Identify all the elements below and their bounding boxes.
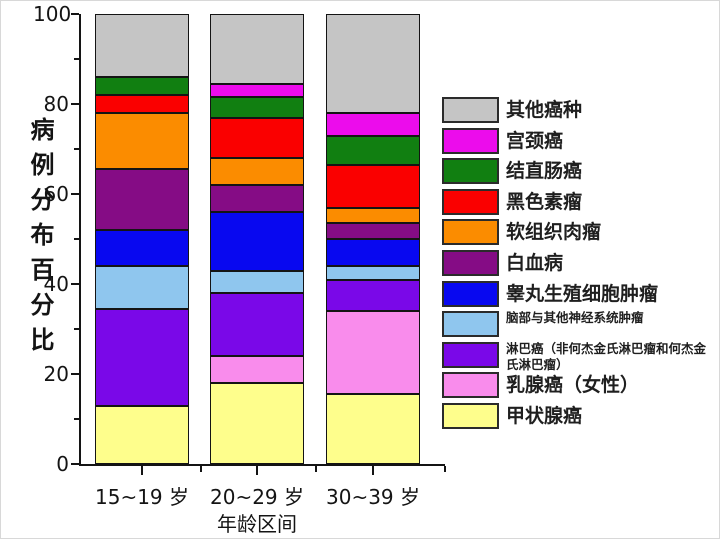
bar-1 bbox=[95, 14, 189, 464]
legend-swatch bbox=[442, 250, 499, 276]
bar-segment bbox=[95, 77, 189, 95]
legend-item: 白血病 bbox=[442, 250, 718, 280]
legend-swatch bbox=[442, 372, 499, 399]
legend-item: 睾丸生殖细胞肿瘤 bbox=[442, 280, 718, 311]
bar-segment bbox=[210, 83, 304, 98]
x-axis-minor-tick bbox=[315, 466, 317, 472]
y-axis-tick-label: 0 bbox=[56, 452, 69, 476]
y-axis-title: 病例分布百分比 bbox=[26, 117, 54, 362]
y-axis-minor-tick bbox=[74, 58, 79, 60]
legend-item: 软组织肉瘤 bbox=[442, 219, 718, 249]
legend-item: 其他癌种 bbox=[442, 97, 718, 127]
bar-segment bbox=[326, 279, 420, 311]
legend: 其他癌种宫颈癌结直肠癌黑色素瘤软组织肉瘤白血病睾丸生殖细胞肿瘤脑部与其他神经系统… bbox=[442, 97, 718, 442]
legend-swatch bbox=[442, 219, 499, 246]
legend-label: 睾丸生殖细胞肿瘤 bbox=[506, 282, 659, 305]
x-axis-tick-label: 20~29 岁 bbox=[209, 485, 305, 509]
bar-segment bbox=[95, 169, 189, 230]
y-axis-minor-tick bbox=[74, 418, 79, 420]
bar-segment bbox=[95, 113, 189, 170]
bar-segment bbox=[210, 383, 304, 464]
bar-segment bbox=[95, 308, 189, 406]
bar-segment bbox=[326, 207, 420, 224]
legend-label: 淋巴癌（非何杰金氏淋巴瘤和何杰金氏淋巴瘤） bbox=[506, 340, 707, 372]
bar-segment bbox=[210, 97, 304, 118]
y-axis-tick-label: 40 bbox=[43, 272, 69, 296]
y-axis-tick bbox=[71, 463, 79, 465]
bar-segment bbox=[95, 95, 189, 113]
y-axis-tick-label: 100 bbox=[33, 2, 72, 26]
legend-item: 淋巴癌（非何杰金氏淋巴瘤和何杰金氏淋巴瘤） bbox=[442, 340, 718, 372]
bar-segment bbox=[95, 266, 189, 309]
y-axis-tick bbox=[71, 103, 79, 105]
legend-item: 甲状腺癌 bbox=[442, 403, 718, 433]
legend-swatch bbox=[442, 280, 499, 307]
bar-segment bbox=[210, 293, 304, 356]
legend-swatch bbox=[442, 127, 499, 154]
bar-segment bbox=[95, 405, 189, 464]
bar-segment bbox=[210, 356, 304, 383]
legend-swatch bbox=[442, 341, 499, 368]
bar-segment bbox=[326, 135, 420, 165]
x-axis-minor-tick bbox=[444, 466, 446, 472]
bar-segment bbox=[210, 212, 304, 271]
x-axis-minor-tick bbox=[200, 466, 202, 472]
bar-2 bbox=[210, 14, 304, 464]
bar-segment bbox=[326, 394, 420, 464]
bar-segment bbox=[326, 164, 420, 208]
legend-item: 乳腺癌（女性） bbox=[442, 372, 718, 402]
y-axis-tick-label: 80 bbox=[43, 92, 69, 116]
x-axis-tick bbox=[256, 466, 258, 475]
bar-segment bbox=[210, 14, 304, 84]
legend-label: 乳腺癌（女性） bbox=[506, 374, 640, 397]
bar-segment bbox=[326, 14, 420, 113]
plot-area: 0 20 40 60 80 100 15~19 岁 20~29 岁 30~39 岁 bbox=[33, 2, 446, 509]
bar-segment bbox=[210, 270, 304, 293]
bar-segment bbox=[326, 266, 420, 280]
legend-swatch bbox=[442, 97, 499, 123]
legend-swatch bbox=[442, 158, 499, 185]
bar-segment bbox=[326, 239, 420, 266]
x-axis-tick bbox=[141, 466, 143, 475]
x-axis-tick bbox=[372, 466, 374, 475]
y-axis-tick bbox=[71, 283, 79, 285]
legend-label: 其他癌种 bbox=[506, 99, 583, 121]
legend-swatch bbox=[442, 188, 499, 215]
y-axis-tick bbox=[71, 373, 79, 375]
legend-swatch bbox=[442, 403, 499, 429]
legend-label: 脑部与其他神经系统肿瘤 bbox=[506, 310, 644, 326]
legend-item: 黑色素瘤 bbox=[442, 188, 718, 219]
bar-segment bbox=[210, 185, 304, 212]
legend-label: 白血病 bbox=[506, 252, 564, 274]
x-axis-tick-label: 15~19 岁 bbox=[94, 485, 190, 509]
bar-segment bbox=[326, 223, 420, 239]
y-axis-tick-label: 20 bbox=[43, 362, 69, 386]
y-axis-tick-label: 60 bbox=[43, 182, 69, 206]
y-axis-tick bbox=[71, 193, 79, 195]
bar-3 bbox=[326, 14, 420, 464]
legend-label: 软组织肉瘤 bbox=[506, 221, 602, 244]
legend-label: 结直肠癌 bbox=[506, 160, 583, 183]
bar-segment bbox=[210, 117, 304, 158]
bar-segment bbox=[326, 311, 420, 395]
legend-label: 甲状腺癌 bbox=[506, 405, 583, 427]
bar-segment bbox=[210, 158, 304, 185]
bar-segment bbox=[95, 14, 189, 77]
legend-item: 宫颈癌 bbox=[442, 127, 718, 158]
y-axis-minor-tick bbox=[74, 328, 79, 330]
legend-item: 结直肠癌 bbox=[442, 158, 718, 188]
x-axis-tick-label: 30~39 岁 bbox=[325, 485, 421, 509]
y-axis-tick bbox=[71, 13, 79, 15]
y-axis-minor-tick bbox=[74, 148, 79, 150]
legend-label: 宫颈癌 bbox=[506, 129, 564, 152]
y-axis-minor-tick bbox=[74, 238, 79, 240]
bar-segment bbox=[326, 113, 420, 136]
legend-label: 黑色素瘤 bbox=[506, 190, 583, 213]
x-axis-title: 年龄区间 bbox=[217, 512, 297, 536]
legend-swatch bbox=[442, 311, 499, 338]
bar-segment bbox=[95, 230, 189, 266]
legend-item: 脑部与其他神经系统肿瘤 bbox=[442, 310, 718, 341]
